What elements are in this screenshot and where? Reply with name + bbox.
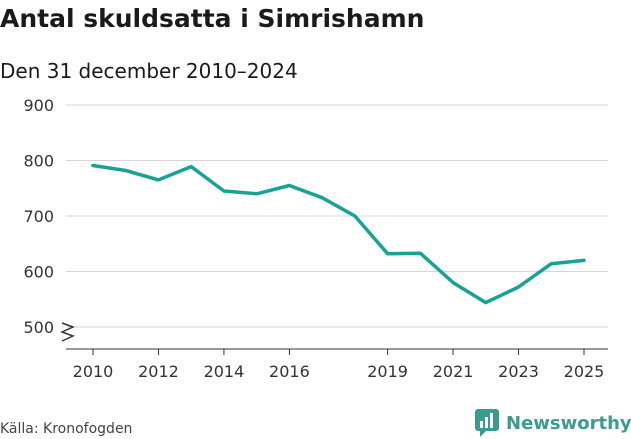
y-tick-label: 800 — [23, 152, 54, 171]
grid-lines — [66, 104, 608, 328]
x-tick-label: 2023 — [498, 362, 539, 381]
x-tick-label: 2016 — [269, 362, 310, 381]
brand-name: Newsworthy — [506, 412, 631, 434]
y-tick-label: 700 — [23, 207, 54, 226]
x-tick-label: 2019 — [367, 362, 408, 381]
chart-subtitle: Den 31 december 2010–2024 — [0, 59, 298, 83]
x-tick-label: 2021 — [433, 362, 474, 381]
chart-title: Antal skuldsatta i Simrishamn — [0, 4, 425, 33]
x-tick-label: 2012 — [138, 362, 179, 381]
y-tick-label: 900 — [23, 96, 54, 115]
axis-break-icon — [60, 322, 75, 342]
brand-logo: Newsworthy — [474, 408, 631, 438]
series-line — [91, 163, 586, 305]
y-tick-label: 500 — [23, 318, 54, 337]
x-tick-label: 2014 — [204, 362, 245, 381]
source-text: Källa: Kronofogden — [0, 421, 133, 437]
y-axis: 500 600 700 800 900 — [23, 96, 54, 337]
x-tick-label: 2025 — [564, 362, 605, 381]
y-tick-label: 600 — [23, 263, 54, 282]
x-axis: 2010 2012 2014 2016 2019 2021 2023 2025 — [66, 348, 608, 381]
x-tick-label: 2010 — [73, 362, 114, 381]
newsworthy-logo-icon — [475, 409, 499, 437]
